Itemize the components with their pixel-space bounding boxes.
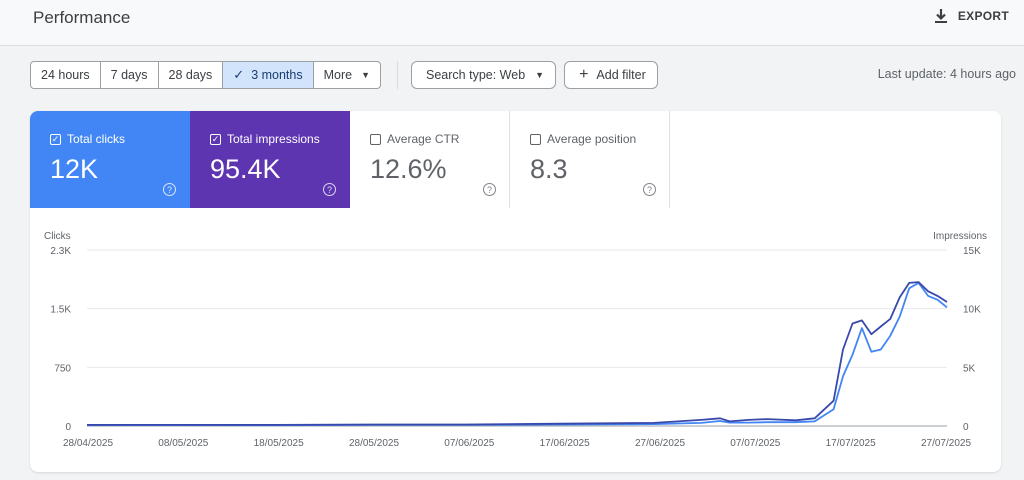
help-icon[interactable]: ? — [323, 183, 336, 196]
left-tick-label: 1.5K — [50, 305, 71, 316]
x-tick-label: 27/07/2025 — [921, 438, 971, 449]
range-label: 3 months — [251, 68, 303, 82]
range-label: 28 days — [168, 68, 213, 82]
series-line-impressions — [87, 281, 948, 426]
checkbox-checked-icon[interactable]: ✓ — [210, 133, 221, 145]
top-bar: Performance EXPORT — [0, 0, 1024, 46]
checkbox-checked-icon[interactable]: ✓ — [50, 133, 61, 145]
export-label: EXPORT — [957, 9, 1009, 23]
x-tick-label: 18/05/2025 — [254, 438, 304, 449]
right-tick-label: 10K — [963, 305, 981, 316]
add-filter-button[interactable]: + Add filter — [564, 61, 658, 89]
range-7-days[interactable]: 7 days — [101, 62, 159, 88]
x-tick-label: 07/07/2025 — [730, 438, 780, 449]
help-icon[interactable]: ? — [483, 183, 496, 196]
x-tick-label: 27/06/2025 — [635, 438, 685, 449]
metric-total-clicks[interactable]: ✓ Total clicks 12K ? — [30, 111, 190, 208]
filter-toolbar: 24 hours 7 days 28 days ✓ 3 months More ▼ … — [30, 61, 666, 89]
metric-label: Average position — [547, 132, 637, 146]
date-range-selector: 24 hours 7 days 28 days ✓ 3 months More ▼ — [30, 61, 382, 89]
range-label: 24 hours — [41, 68, 90, 82]
metric-label-row: Average CTR — [370, 132, 459, 146]
chart-svg: Clicks Impressions 2.3K 15K 1.5K 10K 750 5K 0 0 28… — [44, 231, 987, 449]
page-title: Performance — [33, 8, 131, 27]
range-3-months[interactable]: ✓ 3 months — [223, 62, 314, 88]
metric-label-row: ✓ Total clicks — [50, 132, 125, 146]
range-24-hours[interactable]: 24 hours — [31, 62, 101, 88]
metric-average-ctr[interactable]: Average CTR 12.6% ? — [350, 111, 510, 208]
metric-label: Total impressions — [227, 132, 320, 146]
x-tick-label: 28/05/2025 — [349, 438, 399, 449]
performance-chart: Clicks Impressions 2.3K 15K 1.5K 10K 750 5K 0 0 28… — [30, 208, 1001, 472]
add-filter-label: Add filter — [596, 68, 646, 82]
left-tick-label: 2.3K — [50, 246, 71, 257]
check-icon: ✓ — [233, 67, 245, 82]
last-update-text: Last update: 4 hours ago — [877, 67, 1016, 81]
metric-label: Total clicks — [67, 132, 126, 146]
left-tick-label: 750 — [54, 363, 71, 374]
performance-card: ✓ Total clicks 12K ? ✓ Total impressions… — [30, 111, 1001, 472]
x-tick-label: 17/06/2025 — [540, 438, 590, 449]
right-tick-label: 0 — [963, 422, 969, 433]
plus-icon: + — [579, 66, 589, 83]
left-tick-label: 0 — [65, 422, 71, 433]
metric-tiles: ✓ Total clicks 12K ? ✓ Total impressions… — [30, 111, 1001, 208]
range-label: More — [323, 68, 353, 82]
range-28-days[interactable]: 28 days — [159, 62, 224, 88]
search-type-dropdown[interactable]: Search type: Web ▼ — [411, 61, 557, 89]
right-tick-label: 15K — [963, 246, 981, 257]
metric-value: 12.6% — [370, 154, 447, 184]
help-icon[interactable]: ? — [163, 183, 176, 196]
metric-value: 12K — [50, 154, 99, 184]
left-axis-title: Clicks — [44, 231, 71, 242]
x-tick-label: 28/04/2025 — [63, 438, 113, 449]
help-icon[interactable]: ? — [643, 183, 656, 196]
series-line-clicks — [86, 282, 948, 427]
metric-label: Average CTR — [387, 132, 460, 146]
caret-down-icon: ▼ — [535, 70, 545, 80]
x-tick-label: 17/07/2025 — [826, 438, 876, 449]
toolbar-divider — [397, 61, 399, 89]
checkbox-unchecked-icon[interactable] — [530, 133, 541, 145]
right-axis-title: Impressions — [933, 231, 987, 242]
checkbox-unchecked-icon[interactable] — [370, 133, 381, 145]
export-button[interactable]: EXPORT — [934, 8, 1009, 24]
x-tick-label: 08/05/2025 — [158, 438, 208, 449]
metric-label-row: ✓ Total impressions — [210, 132, 320, 146]
metric-average-position[interactable]: Average position 8.3 ? — [510, 111, 670, 208]
right-tick-label: 5K — [963, 363, 976, 374]
download-icon — [934, 8, 948, 24]
search-type-label: Search type: Web — [426, 68, 526, 82]
range-more-dropdown[interactable]: More ▼ — [314, 62, 380, 88]
metric-value: 95.4K — [210, 154, 281, 184]
x-tick-label: 07/06/2025 — [444, 438, 494, 449]
metric-total-impressions[interactable]: ✓ Total impressions 95.4K ? — [190, 111, 350, 208]
metric-label-row: Average position — [530, 132, 636, 146]
caret-down-icon: ▼ — [361, 70, 371, 80]
metric-value: 8.3 — [530, 154, 568, 184]
range-label: 7 days — [110, 68, 148, 82]
